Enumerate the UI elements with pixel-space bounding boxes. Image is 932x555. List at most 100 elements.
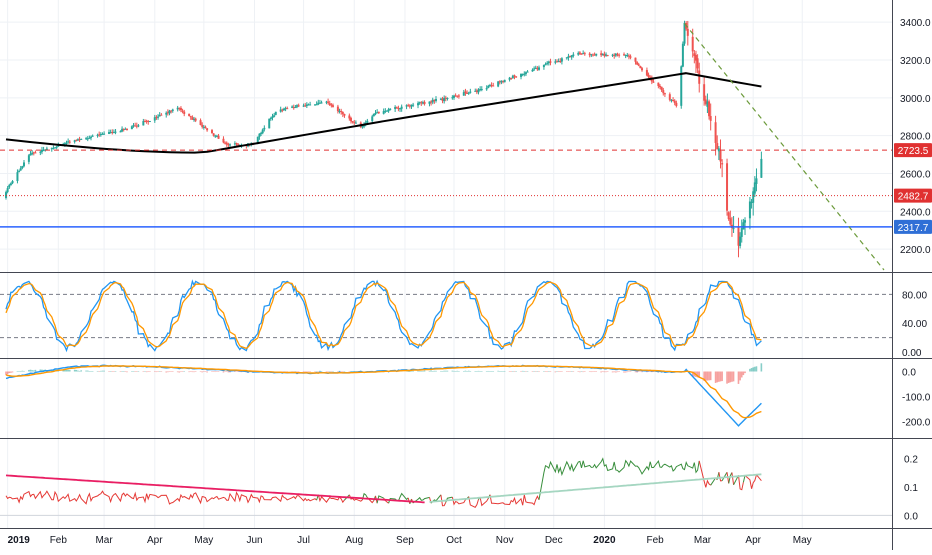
candle-body [327, 101, 330, 103]
macd-histogram-bar [749, 368, 751, 372]
candle-body [86, 138, 89, 140]
macd-histogram-bar [440, 370, 442, 372]
candle-body [686, 28, 689, 36]
candle-body [719, 150, 722, 162]
candle-body [515, 76, 518, 78]
macd-histogram-bar [600, 371, 602, 373]
candle-body [206, 128, 209, 131]
candle-body [706, 101, 709, 107]
macd-histogram-bar [731, 371, 733, 382]
macd-histogram-bar [580, 371, 583, 372]
macd-histogram-bar [582, 371, 584, 373]
macd-histogram-bar [503, 371, 506, 372]
candle-body [65, 142, 68, 144]
candle-body [441, 98, 444, 101]
candle-body [675, 102, 678, 107]
label-layer: 2723.5 2482.7 2317.7 [894, 143, 932, 234]
price-level-tag [894, 143, 932, 158]
macd-histogram-bar [342, 371, 344, 372]
macd-histogram-bar [742, 371, 745, 376]
macd-histogram-bar [64, 369, 66, 372]
candle-body [372, 113, 375, 116]
candle-body [451, 97, 454, 99]
macd-tick-label: -200.0 [902, 418, 931, 429]
candle-body [189, 116, 192, 118]
vol-long-avg-line [5, 474, 425, 504]
macd-histogram-bar [330, 371, 333, 372]
macd-histogram-bar [538, 371, 540, 372]
macd-histogram-bar [348, 371, 351, 372]
candle-body [111, 132, 114, 134]
candle-body [5, 192, 7, 198]
macd-histogram-bar [291, 371, 293, 372]
macd-histogram-bar [474, 371, 477, 372]
candle-body [524, 72, 527, 75]
candle-body [85, 138, 88, 140]
candle-body [623, 54, 626, 56]
macd-histogram-bar [466, 371, 468, 372]
candle-body [755, 178, 758, 184]
macd-histogram-bar [121, 371, 123, 372]
macd-histogram-bar [456, 370, 459, 372]
candle-body [96, 134, 99, 136]
macd-histogram-bar [476, 371, 478, 372]
macd-histogram-bar [147, 371, 150, 372]
candle-body [578, 52, 581, 54]
price-tick-label: 2800.0 [900, 132, 931, 143]
candle-body [634, 57, 637, 62]
candle-body [204, 126, 207, 129]
macd-histogram-bar [103, 370, 105, 372]
price-tick-label: 2600.0 [900, 169, 931, 180]
candle-body [214, 135, 217, 137]
candle-body [260, 132, 263, 134]
vol-line-segment [376, 495, 384, 504]
macd-histogram-bar [124, 371, 127, 372]
candle-body [485, 88, 488, 90]
macd-histogram-bar [556, 371, 558, 372]
candle-body [480, 89, 483, 91]
x-tick-label: Nov [496, 535, 514, 546]
ma200-line [5, 72, 762, 154]
x-tick-label: Aug [345, 535, 363, 546]
candle-body [314, 104, 317, 106]
x-tick-label: May [194, 535, 213, 546]
macd-histogram-bar [350, 371, 352, 372]
macd-histogram-bar [18, 370, 20, 372]
macd-histogram-bar [309, 371, 311, 373]
candle-body [618, 54, 621, 56]
candle-body [475, 90, 478, 93]
candle-body [305, 104, 308, 106]
vol-long-avg-line-rising [429, 473, 762, 503]
macd-histogram-bar [78, 370, 81, 372]
macd-histogram-bar [188, 371, 190, 373]
vol-line-segment [468, 496, 479, 508]
candle-body [212, 133, 215, 136]
candle-body [510, 77, 513, 79]
candle-body [349, 117, 352, 122]
macd-histogram-bar [752, 367, 754, 372]
macd-histogram-bar [441, 371, 444, 372]
candle-body [227, 144, 230, 146]
stoch-tick-label: 80.00 [902, 290, 927, 301]
macd-histogram-bar [634, 371, 637, 373]
macd-histogram-bar [149, 371, 151, 372]
candle-body [742, 222, 745, 230]
candle-body [73, 140, 76, 142]
candle-body [452, 95, 455, 98]
macd-histogram-bar [203, 371, 205, 372]
candle-body [435, 99, 438, 101]
candle-body [511, 75, 514, 79]
macd-histogram-bar [691, 371, 694, 376]
candle-body [560, 58, 563, 62]
candle-body [142, 121, 145, 126]
macd-histogram-bar [428, 371, 431, 372]
candle-body [534, 67, 537, 69]
candle-body [269, 117, 272, 119]
trendline [684, 23, 885, 271]
candle-body [170, 110, 173, 112]
macd-histogram-bar [755, 366, 758, 372]
vol-tick-label: 0.0 [904, 511, 918, 522]
x-tick-label: Jun [246, 535, 262, 546]
candle-body [354, 122, 357, 124]
